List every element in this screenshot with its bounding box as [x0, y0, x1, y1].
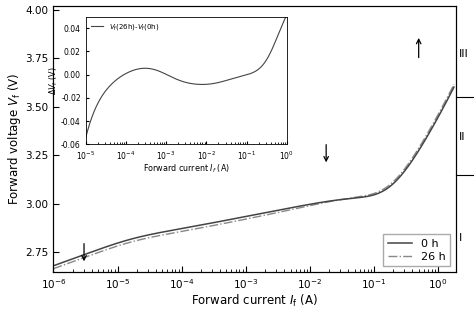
0 h	[51, 264, 56, 268]
0 h	[395, 177, 401, 180]
26 h	[306, 204, 311, 208]
Line: 26 h: 26 h	[54, 84, 454, 269]
0 h	[306, 203, 311, 206]
0 h	[294, 205, 300, 209]
0 h	[355, 196, 360, 200]
26 h	[283, 209, 289, 213]
Line: 0 h: 0 h	[54, 87, 454, 266]
26 h	[355, 195, 360, 199]
26 h	[51, 267, 56, 271]
26 h	[75, 258, 81, 262]
Y-axis label: Forward voltage $V_\mathrm{f}$ (V): Forward voltage $V_\mathrm{f}$ (V)	[6, 73, 23, 205]
0 h	[283, 207, 289, 211]
X-axis label: Forward current $I_\mathrm{f}$ (A): Forward current $I_\mathrm{f}$ (A)	[191, 293, 318, 309]
0 h	[75, 255, 81, 259]
26 h	[294, 207, 300, 210]
26 h	[395, 175, 401, 178]
Legend: 0 h, 26 h: 0 h, 26 h	[383, 234, 450, 266]
26 h	[451, 83, 457, 86]
0 h	[451, 85, 457, 89]
